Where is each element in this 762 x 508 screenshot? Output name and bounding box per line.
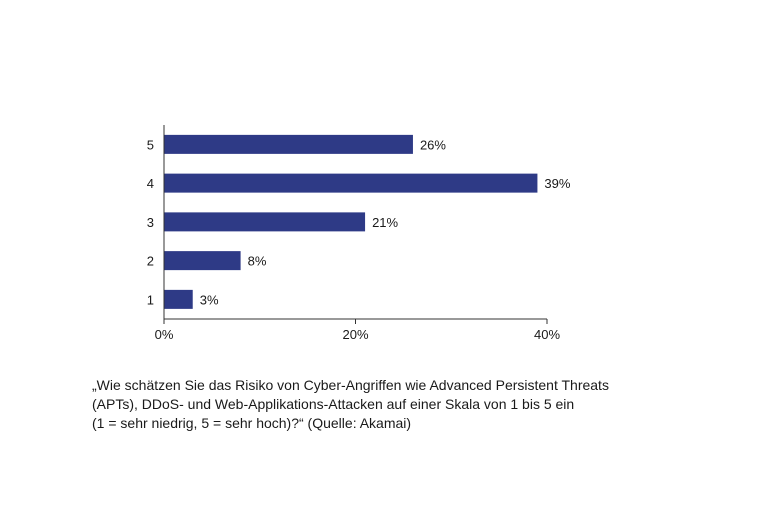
x-axis-ticks: 0% 20% 40% bbox=[155, 319, 560, 342]
bar-2 bbox=[164, 251, 241, 271]
data-label-2: 8% bbox=[248, 254, 267, 269]
category-label-1: 1 bbox=[147, 292, 154, 307]
x-tick-label-20: 20% bbox=[342, 327, 368, 342]
data-label-4: 39% bbox=[544, 176, 570, 191]
caption-line-1: „Wie schätzen Sie das Risiko von Cyber-A… bbox=[92, 377, 609, 393]
caption-line-3: (1 = sehr niedrig, 5 = sehr hoch)?“ (Que… bbox=[92, 415, 412, 431]
data-label-5: 26% bbox=[420, 137, 446, 152]
bar-5 bbox=[164, 134, 413, 154]
x-tick-label-40: 40% bbox=[534, 327, 560, 342]
bar-1 bbox=[164, 289, 193, 309]
category-label-3: 3 bbox=[147, 215, 154, 230]
bar-4 bbox=[164, 173, 538, 193]
category-label-5: 5 bbox=[147, 137, 154, 152]
data-label-1: 3% bbox=[200, 292, 219, 307]
x-tick-label-0: 0% bbox=[155, 327, 174, 342]
category-label-2: 2 bbox=[147, 254, 154, 269]
bars-group bbox=[164, 134, 538, 309]
category-label-4: 4 bbox=[147, 176, 154, 191]
data-label-3: 21% bbox=[372, 215, 398, 230]
caption-line-2: (APTs), DDoS- und Web-Applikations-Attac… bbox=[92, 396, 575, 412]
bar-3 bbox=[164, 212, 366, 232]
chart-caption: „Wie schätzen Sie das Risiko von Cyber-A… bbox=[92, 376, 732, 433]
labels-group: 5 26% 4 39% 3 21% 2 8% 1 3% bbox=[147, 137, 571, 307]
